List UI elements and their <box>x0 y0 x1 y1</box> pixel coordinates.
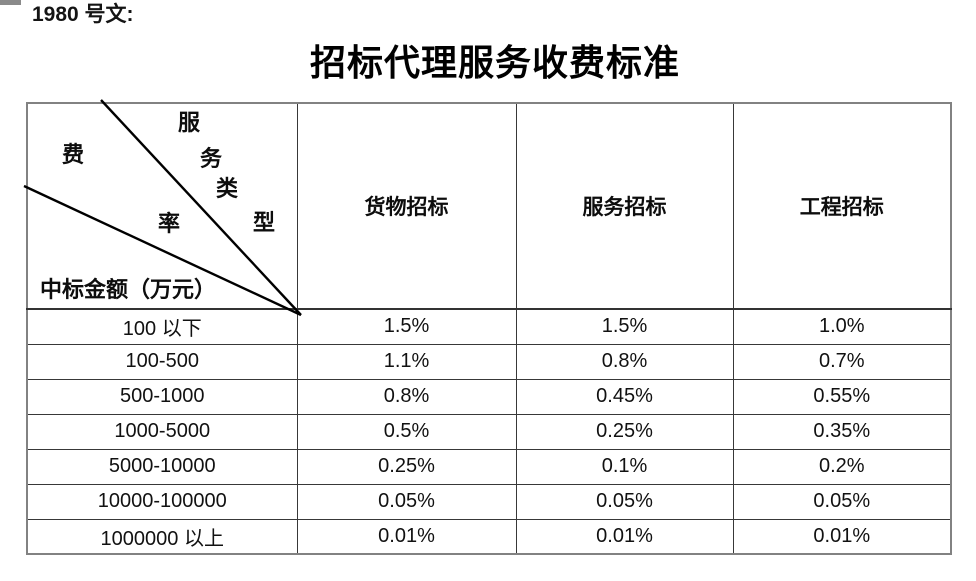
table-row: 100-500 1.1% 0.8% 0.7% <box>26 343 952 380</box>
scrollbar-fragment <box>0 0 21 5</box>
table-row: 1000-5000 0.5% 0.25% 0.35% <box>26 413 952 450</box>
goods-rate: 0.05% <box>296 483 517 520</box>
works-rate: 0.35% <box>732 413 952 450</box>
diagonal-split-lines <box>23 99 302 317</box>
amount-range: 500-1000 <box>26 378 298 415</box>
works-rate: 0.01% <box>732 518 952 555</box>
amount-range: 100-500 <box>26 343 298 380</box>
services-rate: 0.45% <box>515 378 734 415</box>
amount-range: 1000000 以上 <box>26 518 298 555</box>
table-header-row: 服 务 类 型 费 率 中标金额（万元） 货物招标 服务招标 工程招标 <box>23 99 952 317</box>
goods-rate: 0.8% <box>296 378 517 415</box>
amount-range: 100 以下 <box>26 308 298 345</box>
column-header-works: 工程招标 <box>732 102 952 310</box>
diag-label-rate-char-2: 率 <box>158 211 181 236</box>
diag-label-service-char-2: 务 <box>200 146 223 171</box>
works-rate: 0.05% <box>732 483 952 520</box>
works-rate: 0.7% <box>732 343 952 380</box>
column-header-services: 服务招标 <box>515 102 734 310</box>
works-rate: 1.0% <box>732 308 952 345</box>
table-row: 500-1000 0.8% 0.45% 0.55% <box>26 378 952 415</box>
row-axis-label: 中标金额（万元） <box>40 277 217 302</box>
diagonal-header-cell: 服 务 类 型 费 率 中标金额（万元） <box>23 99 302 317</box>
table-row: 5000-10000 0.25% 0.1% 0.2% <box>26 448 952 485</box>
fee-standard-table: 服 务 类 型 费 率 中标金额（万元） 货物招标 服务招标 工程招标 100 … <box>23 99 952 555</box>
table-row: 1000000 以上 0.01% 0.01% 0.01% <box>26 518 952 555</box>
services-rate: 0.05% <box>515 483 734 520</box>
goods-rate: 1.5% <box>296 308 517 345</box>
works-rate: 0.2% <box>732 448 952 485</box>
services-rate: 0.25% <box>515 413 734 450</box>
works-rate: 0.55% <box>732 378 952 415</box>
goods-rate: 1.1% <box>296 343 517 380</box>
table-row: 10000-100000 0.05% 0.05% 0.05% <box>26 483 952 520</box>
goods-rate: 0.01% <box>296 518 517 555</box>
doc-number-label: 1980 号文: <box>32 3 134 26</box>
column-header-goods: 货物招标 <box>296 102 517 310</box>
amount-range: 1000-5000 <box>26 413 298 450</box>
diag-label-service-char-3: 类 <box>216 176 239 201</box>
goods-rate: 0.25% <box>296 448 517 485</box>
amount-range: 10000-100000 <box>26 483 298 520</box>
goods-rate: 0.5% <box>296 413 517 450</box>
services-rate: 0.1% <box>515 448 734 485</box>
services-rate: 0.01% <box>515 518 734 555</box>
diag-label-rate-char-1: 费 <box>62 142 85 167</box>
diag-label-service-char-1: 服 <box>178 110 201 135</box>
services-rate: 1.5% <box>515 308 734 345</box>
services-rate: 0.8% <box>515 343 734 380</box>
amount-range: 5000-10000 <box>26 448 298 485</box>
table-row: 100 以下 1.5% 1.5% 1.0% <box>26 308 952 345</box>
diag-label-service-char-4: 型 <box>253 210 276 235</box>
page-title: 招标代理服务收费标准 <box>309 43 680 83</box>
